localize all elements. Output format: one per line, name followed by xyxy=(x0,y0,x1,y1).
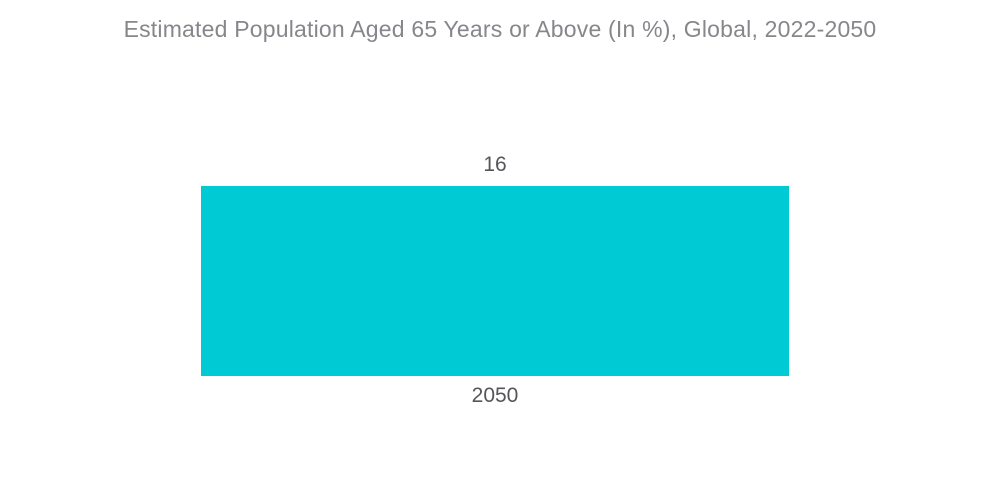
bar-group: 16 2050 xyxy=(201,0,789,504)
bar-value-label: 16 xyxy=(483,153,507,176)
chart-title: Estimated Population Aged 65 Years or Ab… xyxy=(123,16,877,42)
category-label: 2050 xyxy=(471,384,519,407)
bar-2050 xyxy=(201,186,789,376)
